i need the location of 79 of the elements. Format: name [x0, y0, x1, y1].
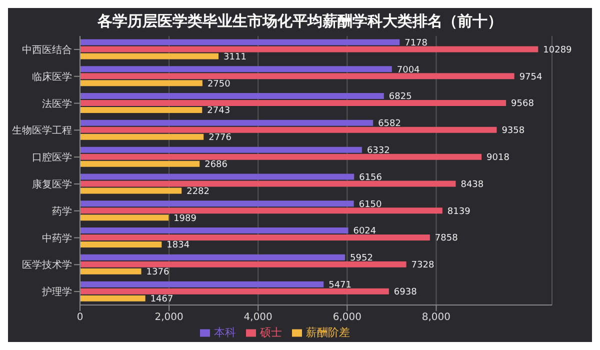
bar [80, 281, 324, 288]
data-label: 9754 [519, 72, 543, 82]
bar [80, 146, 362, 153]
y-tick-label: 法医学 [42, 98, 72, 110]
bar [80, 200, 354, 207]
x-tick-label: 0 [76, 312, 84, 324]
data-label: 6156 [359, 172, 382, 183]
data-label: 1989 [174, 214, 197, 224]
data-label: 7178 [404, 38, 428, 48]
data-label: 5952 [350, 254, 373, 264]
data-label: 2750 [207, 79, 231, 90]
bar [80, 174, 354, 180]
bar [80, 107, 202, 114]
x-tick-label: 2,000 [154, 312, 184, 324]
bar [80, 100, 506, 106]
bar [80, 254, 346, 260]
bar [80, 188, 182, 194]
y-tick-label: 护理学 [41, 286, 72, 298]
data-label: 2743 [207, 106, 230, 116]
legend-label: 硕士 [260, 326, 282, 339]
bar [80, 46, 538, 52]
chart-title: 各学历层医学类毕业生市场化平均薪酬学科大类排名（前十） [96, 11, 504, 32]
data-label: 1467 [150, 294, 174, 305]
data-label: 7004 [396, 65, 420, 76]
data-label: 2776 [208, 133, 232, 144]
data-label: 1834 [166, 240, 190, 251]
bar [80, 228, 348, 234]
legend-label: 薪酬阶差 [306, 326, 350, 339]
y-tick-label: 医学技术学 [22, 259, 72, 272]
data-label: 9358 [502, 126, 525, 136]
data-label: 6582 [378, 119, 401, 130]
data-label: 8139 [447, 206, 471, 217]
data-label: 6825 [388, 92, 412, 102]
y-tick-label: 康复医学 [32, 178, 72, 190]
bar [80, 53, 219, 60]
y-tick-label: 药学 [52, 205, 72, 218]
bar [80, 242, 162, 248]
bar [80, 120, 374, 126]
legend-label: 本科 [214, 326, 236, 339]
bar [80, 134, 204, 140]
data-label: 9568 [511, 99, 534, 110]
bar [80, 261, 406, 268]
data-label: 8438 [460, 180, 484, 190]
bar [80, 93, 384, 100]
bar [80, 288, 389, 294]
y-tick-label: 临床医学 [32, 70, 72, 83]
x-tick-label: 8,000 [422, 312, 451, 324]
bar [80, 80, 202, 86]
data-label: 5471 [328, 280, 352, 291]
data-label: 2686 [204, 160, 228, 170]
data-label: 6150 [358, 200, 382, 210]
bar [80, 208, 442, 214]
bar [80, 268, 142, 274]
x-tick-label: 6,000 [332, 312, 362, 324]
data-label: 3111 [224, 52, 246, 62]
data-label: 6938 [394, 288, 418, 298]
bar [80, 180, 456, 187]
data-label: 7328 [411, 260, 434, 271]
y-tick-label: 生物医学工程 [12, 124, 72, 137]
bar [80, 295, 146, 302]
data-label: 1376 [146, 268, 170, 278]
bar [80, 73, 514, 80]
data-label: 7858 [434, 234, 458, 244]
bar [80, 154, 482, 160]
bar [80, 126, 497, 133]
y-tick-label: 口腔医学 [32, 152, 72, 164]
data-label: 9018 [486, 153, 510, 164]
y-tick-label: 中药学 [42, 232, 72, 244]
bar [80, 39, 400, 46]
bar [80, 214, 169, 221]
data-label: 10289 [543, 45, 572, 56]
bar [80, 66, 392, 72]
data-label: 6024 [353, 226, 376, 237]
bar [80, 234, 430, 241]
bar [80, 160, 200, 167]
data-label: 6332 [366, 146, 390, 156]
y-tick-label: 中西医结合 [22, 44, 72, 56]
x-tick-label: 4,000 [244, 312, 272, 324]
data-label: 2282 [186, 186, 210, 197]
